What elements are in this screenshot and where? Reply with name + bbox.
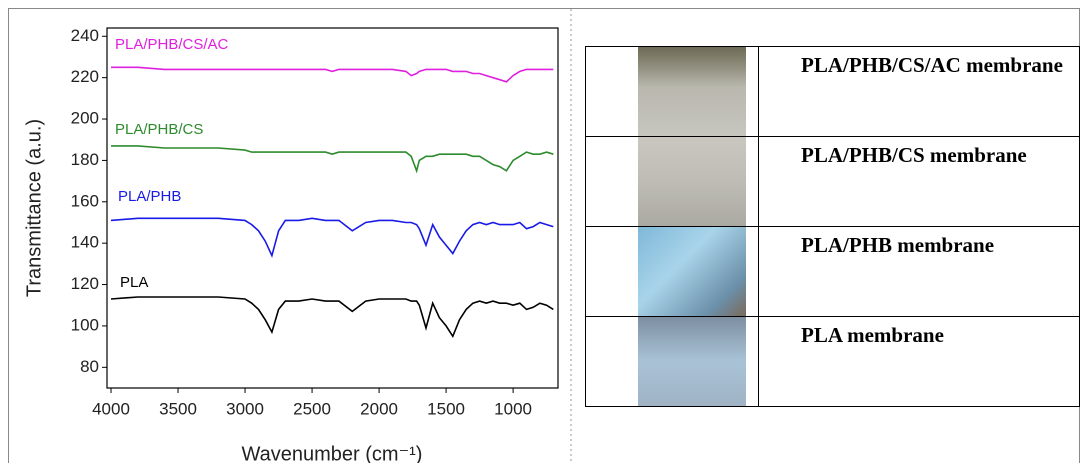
x-tick-label: 2500: [293, 399, 331, 418]
x-tick-label: 3000: [226, 399, 264, 418]
membrane-photo: [638, 47, 746, 136]
x-tick-label: 3500: [159, 399, 197, 418]
table-row: PLA/PHB membrane: [585, 226, 1080, 317]
photo-cell: [585, 226, 759, 317]
membrane-photo: [638, 227, 746, 316]
plot-frame: [106, 27, 559, 389]
table-row: PLA/PHB/CS membrane: [585, 136, 1080, 227]
x-axis-label: Wavenumber (cm⁻¹): [242, 443, 423, 463]
membrane-photo: [638, 317, 746, 406]
spectrum-line: [110, 296, 554, 339]
membrane-table: PLA/PHB/CS/AC membrane PLA/PHB/CS membran…: [585, 46, 1080, 407]
photo-cell: [585, 316, 759, 407]
y-tick-label: 100: [71, 315, 99, 334]
y-tick-label: 160: [71, 191, 99, 210]
table-row: PLA membrane: [585, 316, 1080, 407]
y-tick-label: 120: [71, 274, 99, 293]
series-label: PLA/PHB/CS/AC: [115, 36, 229, 53]
membrane-label: PLA/PHB/CS membrane: [758, 136, 1080, 227]
x-tick-label: 1000: [494, 399, 532, 418]
series-label: PLA/PHB: [118, 188, 181, 205]
y-tick-label: 220: [71, 67, 99, 86]
table-row: PLA/PHB/CS/AC membrane: [585, 46, 1080, 137]
series-label: PLA/PHB/CS: [115, 121, 203, 138]
spectrum-line: [111, 66, 554, 83]
y-axis-label: Transmittance (a.u.): [23, 119, 45, 297]
y-tick-label: 180: [71, 150, 99, 169]
membrane-label: PLA/PHB/CS/AC membrane: [758, 46, 1080, 137]
y-tick-label: 140: [71, 233, 99, 252]
x-tick-label: 1500: [427, 399, 465, 418]
x-tick-label: 2000: [360, 399, 398, 418]
x-tick-label: 4000: [92, 399, 130, 418]
spectrum-line: [110, 217, 554, 258]
y-tick-label: 200: [71, 109, 99, 128]
photo-cell: [585, 136, 759, 227]
y-tick-label: 80: [80, 357, 99, 376]
series-label: PLA: [120, 274, 148, 291]
membrane-label: PLA membrane: [758, 316, 1080, 407]
membrane-label: PLA/PHB membrane: [758, 226, 1080, 317]
photo-cell: [585, 46, 759, 137]
spectrum-line: [111, 145, 554, 174]
y-tick-label: 240: [71, 26, 99, 45]
membrane-photo: [638, 137, 746, 226]
